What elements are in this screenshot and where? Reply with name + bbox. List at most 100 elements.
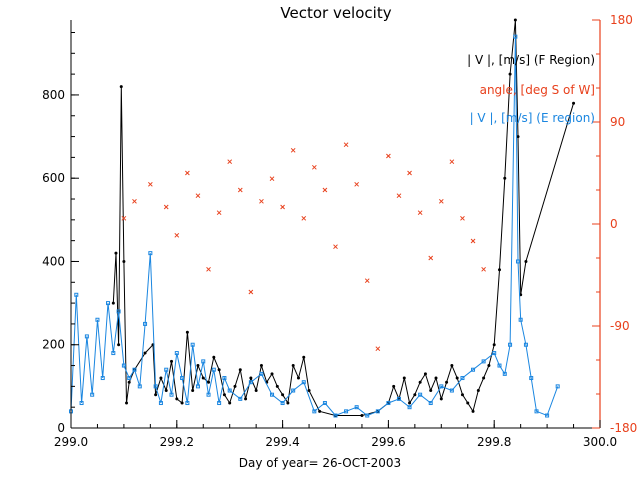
legend-entry-0: | V |, [m/s] (F Region) <box>467 53 595 67</box>
x-tick-label: 299.2 <box>160 435 194 449</box>
data-point <box>318 409 322 413</box>
data-point <box>449 159 455 165</box>
data-point <box>249 376 253 380</box>
data-point <box>396 193 402 199</box>
data-point <box>508 72 512 76</box>
data-point <box>302 355 306 359</box>
data-point <box>322 187 328 193</box>
data-point <box>492 343 496 347</box>
data-point <box>270 392 275 397</box>
data-point <box>248 380 253 385</box>
data-point <box>180 401 184 405</box>
data-point <box>281 393 285 397</box>
data-point <box>212 355 216 359</box>
data-point <box>460 215 465 221</box>
data-point <box>148 251 153 256</box>
data-point <box>216 210 222 216</box>
data-point <box>84 334 89 339</box>
x-tick-label: 299.8 <box>477 435 511 449</box>
data-point <box>206 266 211 272</box>
x-tick-label: 299.0 <box>54 435 88 449</box>
data-point <box>153 384 158 389</box>
data-point <box>439 397 443 401</box>
data-point <box>114 251 118 255</box>
y-right-tick-label: -90 <box>610 319 630 333</box>
data-point <box>132 198 137 204</box>
data-point <box>117 343 121 347</box>
data-point <box>195 193 201 199</box>
x-tick-label: 300.0 <box>583 435 617 449</box>
data-point <box>466 401 470 405</box>
data-point <box>254 389 258 393</box>
data-point <box>275 384 279 388</box>
y-right-tick-label: 90 <box>610 115 625 129</box>
data-point <box>185 170 190 176</box>
data-point <box>471 367 476 372</box>
data-point <box>301 380 306 385</box>
data-point <box>396 396 401 401</box>
data-point <box>132 367 137 372</box>
data-point <box>460 376 465 381</box>
data-point <box>222 393 226 397</box>
y-left-tick-label: 600 <box>42 171 65 185</box>
y-left-tick-label: 0 <box>57 421 65 435</box>
data-point <box>307 389 311 393</box>
series-line <box>70 36 559 417</box>
data-point <box>402 376 406 380</box>
data-point <box>301 215 307 221</box>
data-point <box>116 309 121 314</box>
data-point <box>159 376 163 380</box>
data-point <box>191 389 195 393</box>
data-point <box>322 401 327 406</box>
data-point <box>201 376 205 380</box>
data-point <box>211 367 216 372</box>
data-point <box>147 181 153 187</box>
data-point <box>423 372 427 376</box>
data-point <box>534 409 539 414</box>
data-point <box>503 176 507 180</box>
data-point <box>158 401 163 406</box>
data-point <box>344 409 349 414</box>
series-line <box>112 19 574 416</box>
data-point <box>492 351 497 356</box>
data-point <box>354 405 359 410</box>
chart-title: Vector velocity <box>280 4 391 22</box>
data-point <box>471 409 475 413</box>
data-point <box>286 401 290 405</box>
data-point <box>365 413 370 418</box>
data-point <box>74 292 79 297</box>
data-point <box>343 142 349 148</box>
data-point <box>227 159 233 165</box>
data-point <box>137 384 142 389</box>
data-point <box>127 380 131 384</box>
data-point <box>386 153 391 159</box>
y-left-tick-label: 800 <box>42 88 65 102</box>
data-point <box>154 393 158 397</box>
data-point <box>450 364 454 368</box>
data-point <box>439 384 444 389</box>
data-point <box>180 376 185 381</box>
data-point <box>470 238 476 244</box>
data-point <box>238 368 242 372</box>
data-point <box>237 187 243 193</box>
axis-layer: 299.0 299.2 299.4 299.6 299.8 300.0 0 200 400 600… <box>42 13 637 449</box>
data-point <box>476 389 480 393</box>
data-point <box>190 342 195 347</box>
data-point <box>125 401 129 405</box>
legend-entry-1: angle, [deg S of W] <box>480 83 595 97</box>
data-point <box>227 388 232 393</box>
data-point <box>201 359 206 364</box>
data-point <box>122 259 126 263</box>
data-point <box>572 101 576 105</box>
data-point <box>174 351 179 356</box>
series-layer <box>69 18 576 418</box>
data-point <box>259 198 264 204</box>
data-point <box>106 301 111 306</box>
y-left-tick-label: 200 <box>42 338 65 352</box>
data-point <box>407 170 412 176</box>
data-point <box>121 363 126 368</box>
data-point <box>497 363 502 368</box>
data-point <box>79 401 84 406</box>
data-point <box>244 397 248 401</box>
